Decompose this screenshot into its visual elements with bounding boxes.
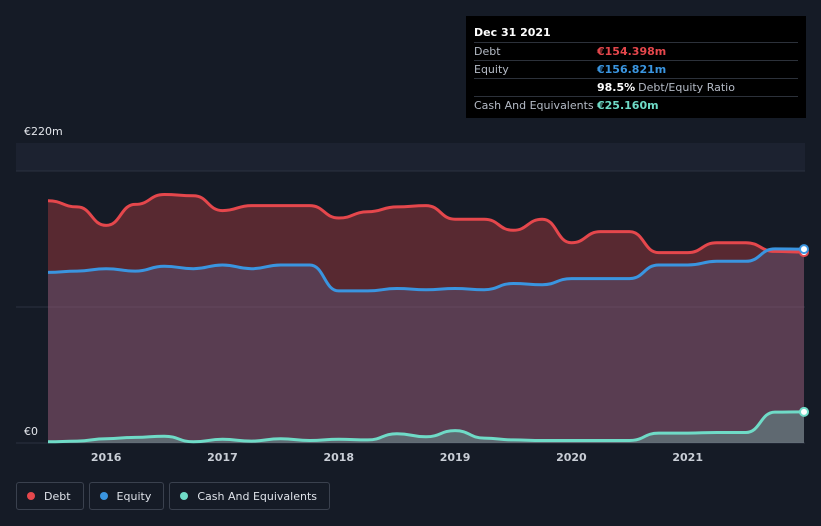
equity-area: [48, 248, 804, 443]
x-tick-label: 2018: [323, 451, 354, 464]
tooltip-label: Equity: [474, 63, 509, 76]
plot-header-band: [16, 143, 805, 171]
y-axis-top-label: €220m: [24, 125, 63, 138]
debt-area: [48, 194, 804, 443]
tooltip-label: Debt: [474, 45, 501, 58]
cash-and-equivalents-area: [48, 411, 804, 443]
legend-dot-icon: [27, 492, 35, 500]
x-tick-label: 2020: [556, 451, 587, 464]
x-tick-label: 2017: [207, 451, 238, 464]
legend-label: Cash And Equivalents: [197, 489, 317, 503]
tooltip-value-cash: €25.160m: [597, 99, 659, 112]
tooltip-date: Dec 31 2021: [474, 26, 551, 39]
cash-and-equivalents-line: [47, 410, 805, 444]
tooltip-row-debt: Debt €154.398m: [474, 42, 798, 60]
tooltip-label: [474, 79, 597, 96]
ratio-caption: Debt/Equity Ratio: [638, 81, 735, 94]
legend-item-equity[interactable]: Equity: [88, 482, 165, 510]
legend-item-cash[interactable]: Cash And Equivalents: [169, 482, 330, 510]
tooltip-value-equity: €156.821m: [597, 63, 667, 76]
legend-label: Equity: [116, 489, 152, 503]
tooltip-row-cash: Cash And Equivalents €25.160m: [474, 96, 798, 114]
equity-line: [47, 247, 805, 293]
legend-item-debt[interactable]: Debt: [16, 482, 84, 510]
ratio-value: 98.5%: [597, 81, 636, 94]
tooltip-row-ratio: 98.5% Debt/Equity Ratio: [474, 78, 798, 96]
tooltip-label: Cash And Equivalents: [474, 99, 594, 112]
tooltip-value-debt: €154.398m: [597, 45, 667, 58]
equity-end-marker: [799, 244, 809, 255]
x-tick-label: 2016: [91, 451, 122, 464]
legend-label: Debt: [44, 489, 71, 503]
x-tick-label: 2019: [440, 451, 471, 464]
x-tick-label: 2021: [672, 451, 703, 464]
tooltip-panel: Dec 31 2021 Debt €154.398m Equity €156.8…: [466, 16, 806, 118]
tooltip-row-equity: Equity €156.821m: [474, 60, 798, 78]
chart-legend: Debt Equity Cash And Equivalents: [16, 482, 330, 510]
tooltip-value-ratio: 98.5% Debt/Equity Ratio: [597, 79, 735, 96]
debt-line: [47, 192, 805, 255]
legend-dot-icon: [180, 492, 189, 500]
cash-and-equivalents-end-marker: [799, 406, 809, 417]
legend-dot-icon: [99, 492, 108, 500]
y-axis-bottom-label: €0: [24, 425, 38, 438]
